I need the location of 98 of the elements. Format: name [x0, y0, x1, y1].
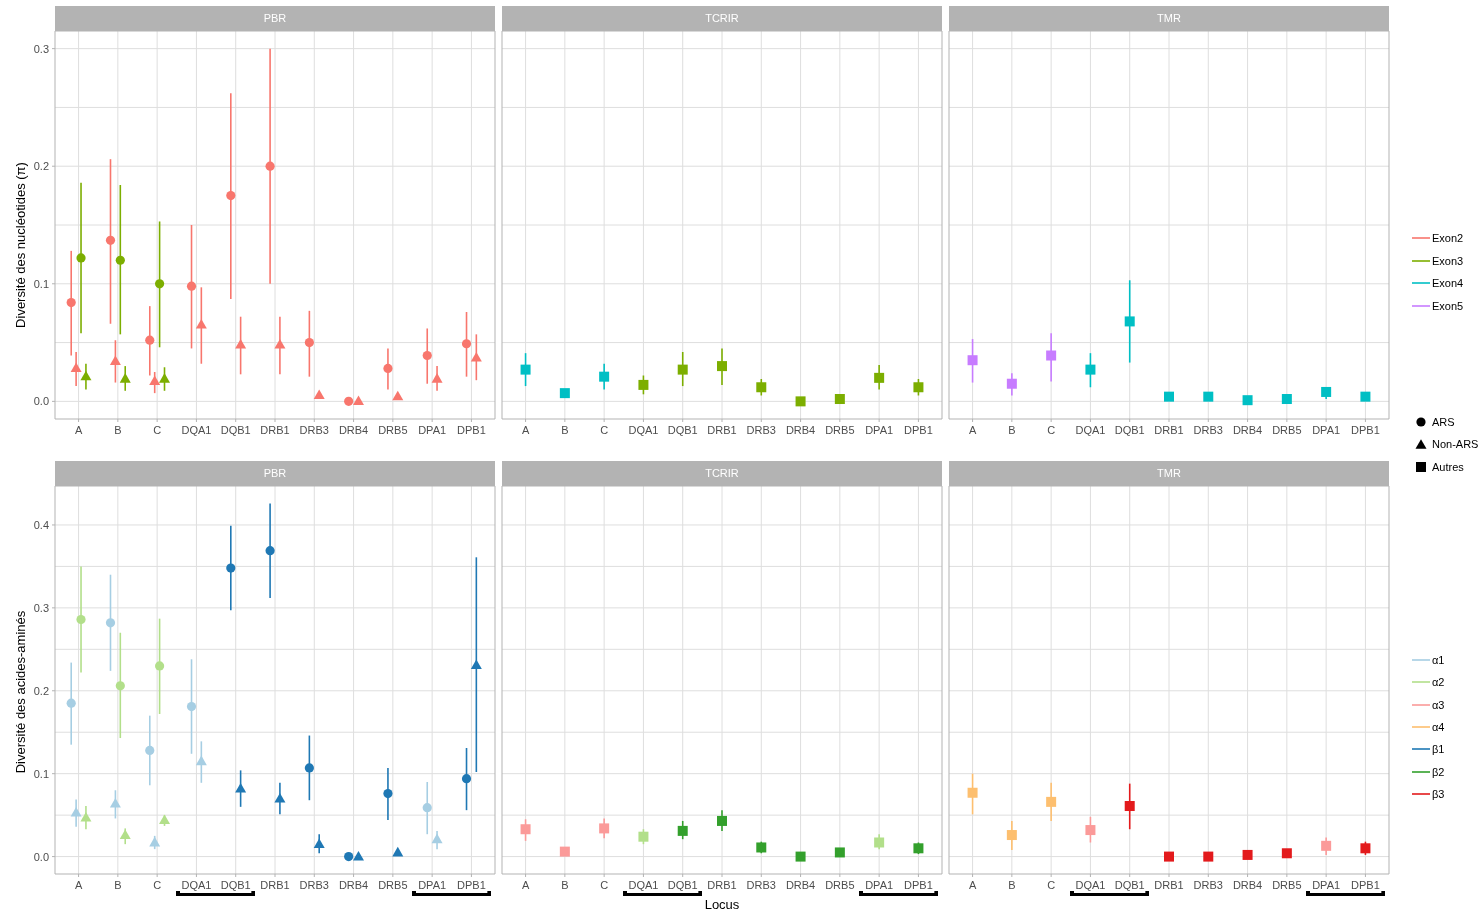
x-tick-label: DRB4	[338, 424, 369, 436]
x-tick-label: DRB5	[378, 424, 408, 436]
y-tick-label: 0.2	[33, 160, 49, 173]
x-tick-label: B	[561, 879, 569, 891]
x-tick-label: DRB1	[260, 424, 290, 436]
x-tick-label: DQB1	[667, 424, 698, 436]
x-tick-label: DQA1	[628, 424, 659, 436]
chart-title: PBR	[55, 6, 495, 31]
y-tick-label: 0.3	[33, 601, 49, 614]
x-tick-label: DRB4	[1232, 879, 1263, 891]
legend-label: Exon2	[1432, 232, 1464, 245]
x-tick-label: DPB1	[457, 879, 486, 891]
legend-label: β1	[1432, 743, 1445, 756]
chart-title: PBR	[55, 461, 495, 486]
x-tick-label: DRB1	[707, 879, 737, 891]
chart-title: TMR	[949, 461, 1389, 486]
y-tick-label: 0.1	[33, 277, 49, 290]
legend-label: Exon5	[1432, 299, 1464, 312]
x-tick-label: DQB1	[220, 879, 251, 891]
x-tick-label: DRB5	[1272, 879, 1302, 891]
x-tick-label: DRB1	[1154, 424, 1184, 436]
x-tick-label: DRB5	[1272, 424, 1302, 436]
x-tick-label: C	[153, 424, 162, 436]
x-tick-label: A	[521, 879, 530, 891]
x-tick-label: DQA1	[1075, 879, 1106, 891]
x-tick-label: B	[114, 879, 122, 891]
x-tick-label: DQA1	[181, 879, 212, 891]
x-tick-label: DRB3	[1193, 424, 1223, 436]
x-tick-label: DPA1	[418, 879, 447, 891]
x-tick-label: DRB1	[1154, 879, 1184, 891]
x-tick-label: A	[74, 424, 83, 436]
x-tick-label: DRB1	[260, 879, 290, 891]
x-tick-label: DRB3	[746, 424, 776, 436]
x-tick-label: C	[1047, 424, 1056, 436]
x-tick-label: C	[600, 424, 609, 436]
y-tick-label: 0.3	[33, 42, 49, 55]
legend-label: α2	[1432, 676, 1445, 689]
legend-label: β2	[1432, 765, 1445, 778]
legend-label: ARS	[1432, 415, 1455, 428]
x-tick-label: DRB3	[1193, 879, 1223, 891]
legend-label: α1	[1432, 653, 1445, 666]
legend-label: Exon3	[1432, 254, 1464, 267]
y-axis-title: Diversité des acides-aminés	[12, 610, 28, 774]
x-tick-label: DPB1	[904, 879, 933, 891]
legend-label: α4	[1432, 720, 1445, 733]
y-tick-label: 0.2	[33, 684, 49, 697]
x-tick-label: DRB5	[825, 879, 855, 891]
y-tick-label: 0.0	[33, 395, 49, 408]
y-tick-label: 0.1	[33, 767, 49, 780]
x-tick-label: DRB1	[707, 424, 737, 436]
x-tick-label: DQB1	[1114, 879, 1145, 891]
legend-label: α3	[1432, 698, 1445, 711]
x-tick-label: DQA1	[1075, 424, 1106, 436]
x-tick-label: B	[561, 424, 569, 436]
x-tick-label: C	[153, 879, 162, 891]
x-tick-label: DPA1	[1312, 879, 1341, 891]
x-tick-label: DRB5	[825, 424, 855, 436]
x-tick-label: DPA1	[1312, 424, 1341, 436]
x-tick-label: DPB1	[457, 424, 486, 436]
x-tick-label: DQB1	[667, 879, 698, 891]
x-tick-label: DRB4	[1232, 424, 1263, 436]
x-tick-label: DQA1	[181, 424, 212, 436]
y-tick-label: 0.0	[33, 850, 49, 863]
x-tick-label: DPA1	[865, 424, 894, 436]
x-tick-label: B	[1008, 879, 1016, 891]
legend-label: Exon4	[1432, 277, 1464, 290]
x-tick-label: B	[114, 424, 122, 436]
chart-title: TMR	[949, 6, 1389, 31]
y-axis-title: Diversité des nucléotides (π)	[12, 162, 28, 328]
x-tick-label: DRB3	[746, 879, 776, 891]
legend-label: Autres	[1432, 460, 1464, 473]
x-tick-label: A	[968, 879, 977, 891]
legend-label: β3	[1432, 788, 1445, 801]
x-tick-label: A	[74, 879, 83, 891]
x-tick-label: A	[968, 424, 977, 436]
x-tick-label: DPB1	[1351, 879, 1380, 891]
x-tick-label: C	[1047, 879, 1056, 891]
x-axis-title: Locus	[704, 896, 740, 912]
x-tick-label: B	[1008, 424, 1016, 436]
x-tick-label: DQA1	[628, 879, 659, 891]
x-tick-label: DPB1	[1351, 424, 1380, 436]
x-tick-label: DRB4	[338, 879, 369, 891]
x-tick-label: C	[600, 879, 609, 891]
x-tick-label: DRB3	[299, 424, 329, 436]
chart-title: TCRIR	[502, 6, 942, 31]
chart-title: TCRIR	[502, 461, 942, 486]
legend-label: Non-ARS	[1432, 438, 1479, 451]
y-tick-label: 0.4	[33, 518, 49, 531]
x-tick-label: DRB5	[378, 879, 408, 891]
x-tick-label: DRB4	[785, 424, 816, 436]
x-tick-label: DPA1	[418, 424, 447, 436]
x-tick-label: DPA1	[865, 879, 894, 891]
x-tick-label: DQB1	[220, 424, 251, 436]
x-tick-label: DQB1	[1114, 424, 1145, 436]
x-tick-label: A	[521, 424, 530, 436]
x-tick-label: DPB1	[904, 424, 933, 436]
x-tick-label: DRB4	[785, 879, 816, 891]
x-tick-label: DRB3	[299, 879, 329, 891]
